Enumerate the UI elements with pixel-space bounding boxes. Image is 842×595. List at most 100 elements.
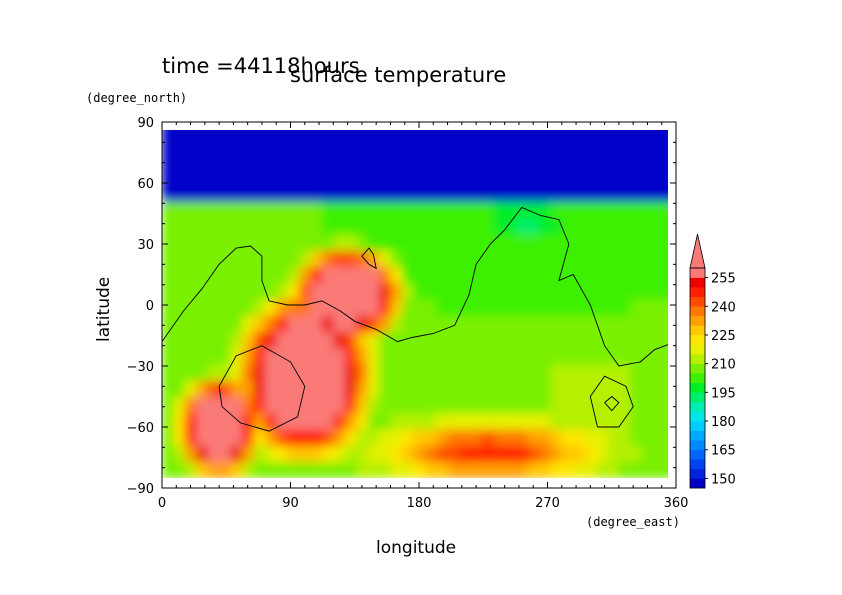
heat-cell bbox=[276, 412, 289, 430]
heat-cell bbox=[276, 185, 289, 202]
heat-cell bbox=[287, 429, 300, 446]
heat-cell bbox=[242, 461, 254, 478]
heat-cell bbox=[230, 364, 243, 381]
heat-cell bbox=[401, 331, 414, 349]
heat-cell bbox=[584, 233, 597, 251]
heat-cell bbox=[367, 461, 380, 478]
heat-cell bbox=[630, 331, 643, 349]
heat-cell bbox=[504, 266, 517, 284]
heat-cell bbox=[653, 136, 666, 154]
heat-cell bbox=[470, 445, 483, 463]
heat-cell bbox=[184, 185, 197, 202]
heat-cell bbox=[653, 331, 666, 349]
heat-cell bbox=[379, 364, 391, 381]
heat-cell bbox=[504, 168, 517, 186]
heat-cell bbox=[196, 233, 209, 251]
heat-cell bbox=[321, 266, 334, 284]
heat-cell bbox=[379, 201, 391, 219]
heat-cell bbox=[516, 412, 529, 430]
colorbar: 255 240 225 210 195 180 165 150 bbox=[689, 233, 736, 489]
heat-cell bbox=[264, 429, 277, 446]
colorbar-swatch bbox=[690, 449, 705, 460]
heat-cell bbox=[538, 445, 551, 463]
heat-cell bbox=[344, 250, 357, 267]
x-tick-label: 180 bbox=[407, 496, 432, 511]
heat-cell bbox=[447, 364, 460, 381]
heat-cell bbox=[447, 130, 460, 137]
heat-cell bbox=[333, 185, 346, 202]
heat-cell bbox=[184, 364, 197, 381]
heat-cell bbox=[413, 331, 426, 349]
heat-cell bbox=[470, 461, 483, 478]
heat-cell bbox=[596, 412, 608, 430]
heat-cell bbox=[538, 412, 551, 430]
heat-cell bbox=[253, 217, 266, 235]
colorbar-swatch bbox=[690, 363, 705, 374]
heat-cell bbox=[253, 282, 266, 300]
heat-cell bbox=[527, 168, 540, 186]
heat-cell bbox=[276, 152, 289, 170]
heat-cell bbox=[561, 315, 574, 333]
heat-cell bbox=[607, 445, 620, 463]
heat-cell bbox=[653, 250, 666, 267]
heat-cell bbox=[162, 380, 174, 398]
heat-cell bbox=[344, 331, 357, 349]
heat-cell bbox=[481, 347, 494, 365]
heat-cell bbox=[447, 347, 460, 365]
heat-cell bbox=[504, 233, 517, 251]
heat-cell bbox=[424, 233, 437, 251]
heat-cell bbox=[162, 201, 174, 219]
heat-cell bbox=[436, 250, 449, 267]
heat-cell bbox=[162, 429, 174, 446]
heat-cell bbox=[538, 266, 551, 284]
heat-cell bbox=[550, 396, 563, 414]
heat-cell bbox=[470, 266, 483, 284]
heat-cell bbox=[516, 282, 529, 300]
heat-cell bbox=[196, 250, 209, 267]
heat-cell bbox=[618, 298, 631, 316]
heat-cell bbox=[653, 396, 666, 414]
heat-cell bbox=[664, 185, 668, 202]
heat-cell bbox=[219, 130, 232, 137]
heat-cell bbox=[504, 152, 517, 170]
heat-cell bbox=[459, 233, 471, 251]
heat-cell bbox=[550, 168, 563, 186]
heat-cell bbox=[356, 185, 369, 202]
heat-cell bbox=[321, 185, 334, 202]
heat-cell bbox=[538, 396, 551, 414]
heat-cell bbox=[299, 130, 312, 137]
heat-cell bbox=[573, 130, 586, 137]
heat-cell bbox=[344, 266, 357, 284]
heat-cell bbox=[333, 168, 346, 186]
heat-cell bbox=[367, 429, 380, 446]
heat-cell bbox=[287, 168, 300, 186]
heat-cell bbox=[573, 136, 586, 154]
heat-cell bbox=[264, 152, 277, 170]
heat-cell bbox=[607, 250, 620, 267]
heat-cell bbox=[253, 429, 266, 446]
y-tick-label: 90 bbox=[137, 116, 154, 131]
heat-cell bbox=[447, 315, 460, 333]
heat-cell bbox=[641, 168, 654, 186]
heat-cell bbox=[470, 250, 483, 267]
heat-cell bbox=[184, 282, 197, 300]
heat-cell bbox=[299, 396, 312, 414]
heat-cell bbox=[287, 201, 300, 219]
heat-cell bbox=[584, 201, 597, 219]
heat-cell bbox=[538, 217, 551, 235]
heat-cell bbox=[184, 233, 197, 251]
heat-cell bbox=[516, 331, 529, 349]
heat-cell bbox=[276, 250, 289, 267]
heat-cell bbox=[561, 250, 574, 267]
heat-cell bbox=[230, 185, 243, 202]
heat-cell bbox=[367, 233, 380, 251]
heat-cell bbox=[196, 168, 209, 186]
heat-cell bbox=[436, 152, 449, 170]
heat-cell bbox=[253, 201, 266, 219]
heat-cell bbox=[173, 331, 186, 349]
heat-cell bbox=[207, 201, 220, 219]
heat-cell bbox=[447, 429, 460, 446]
heat-cell bbox=[264, 217, 277, 235]
heat-cell bbox=[436, 396, 449, 414]
heat-cell bbox=[356, 130, 369, 137]
